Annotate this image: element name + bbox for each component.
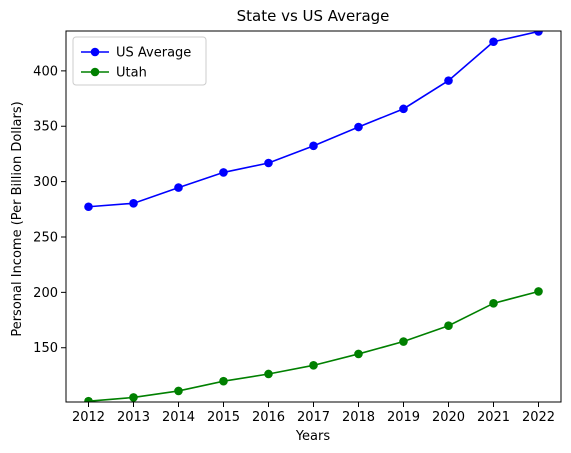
x-tick-label: 2012 bbox=[72, 410, 105, 425]
data-point bbox=[444, 321, 453, 330]
chart-title: State vs US Average bbox=[237, 7, 390, 25]
data-point bbox=[534, 287, 543, 296]
x-tick-label: 2021 bbox=[477, 410, 510, 425]
data-point bbox=[264, 369, 273, 379]
data-point bbox=[354, 122, 363, 132]
x-tick-label: 2022 bbox=[522, 410, 555, 425]
x-tick-label: 2019 bbox=[387, 410, 420, 425]
data-point bbox=[129, 199, 138, 208]
data-point bbox=[219, 376, 228, 386]
axes-frame bbox=[65, 30, 562, 403]
x-tick-label: 2015 bbox=[207, 410, 240, 425]
data-point bbox=[309, 361, 318, 370]
x-tick-label: 2020 bbox=[432, 410, 465, 425]
y-tick-label: 350 bbox=[33, 120, 58, 135]
y-tick-label: 250 bbox=[33, 230, 58, 245]
data-point bbox=[84, 202, 93, 212]
x-tick-label: 2016 bbox=[252, 410, 285, 425]
data-point bbox=[84, 396, 93, 402]
y-tick-label: 200 bbox=[33, 286, 58, 301]
x-tick-label: 2017 bbox=[297, 410, 330, 425]
data-point bbox=[444, 76, 453, 85]
legend-label: US Average bbox=[116, 46, 191, 61]
legend-marker bbox=[90, 47, 100, 57]
data-point bbox=[489, 299, 498, 308]
data-point bbox=[174, 183, 183, 192]
y-tick-label: 150 bbox=[33, 341, 58, 356]
data-point bbox=[174, 386, 183, 396]
legend-label: Utah bbox=[116, 66, 147, 81]
y-tick-label: 300 bbox=[33, 175, 58, 190]
x-axis-label: Years bbox=[295, 429, 331, 444]
data-point bbox=[489, 37, 498, 47]
data-point bbox=[534, 31, 543, 36]
legend: US Average Utah bbox=[72, 36, 207, 86]
y-axis-label: Personal Income (Per Billion Dollars) bbox=[10, 101, 25, 336]
x-tick-label: 2018 bbox=[342, 410, 375, 425]
data-point bbox=[399, 337, 408, 346]
data-point bbox=[129, 393, 138, 402]
plot-area: 2012 2013 2014 2015 2016 2017 2018 2019 2020 2021… bbox=[33, 30, 562, 425]
data-point bbox=[309, 141, 318, 151]
legend-box bbox=[72, 36, 207, 86]
series-group bbox=[84, 31, 543, 402]
x-tick-label: 2014 bbox=[162, 410, 195, 425]
legend-marker bbox=[90, 67, 100, 77]
data-point bbox=[399, 104, 408, 114]
x-tick-label: 2013 bbox=[117, 410, 150, 425]
data-point bbox=[354, 349, 363, 359]
y-tick-label: 400 bbox=[33, 64, 58, 79]
data-point bbox=[219, 168, 228, 177]
data-point bbox=[264, 158, 273, 168]
